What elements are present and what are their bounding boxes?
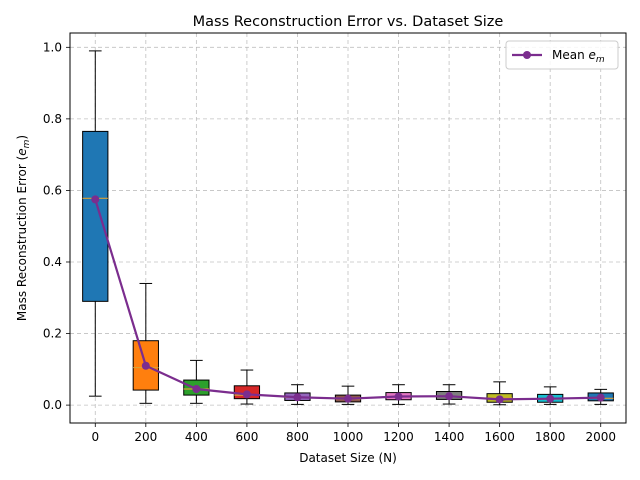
mean-point — [141, 361, 150, 370]
mean-point — [344, 394, 352, 403]
legend-marker — [523, 51, 531, 59]
y-tick-label: 1.0 — [43, 40, 62, 54]
legend: Mean em — [505, 40, 619, 70]
x-tick-label: 2000 — [585, 430, 616, 444]
x-tick-label: 1000 — [333, 430, 364, 444]
x-tick-label: 1800 — [535, 430, 566, 444]
mean-point — [293, 393, 302, 402]
y-axis-label: Mass Reconstruction Error (em) — [15, 135, 32, 321]
x-axis-label: Dataset Size (N) — [299, 451, 397, 465]
x-tick-label: 200 — [134, 430, 157, 444]
x-tick-label: 0 — [91, 430, 99, 444]
x-ticks: 0 200 400 600 800 1000 1200 1400 1600 1800 2000 — [91, 423, 616, 444]
mean-point — [546, 394, 555, 403]
box-plot — [183, 359, 210, 404]
y-tick-label: 0.4 — [43, 255, 62, 269]
box-body — [82, 130, 109, 302]
chart-title: Mass Reconstruction Error vs. Dataset Si… — [193, 14, 504, 30]
box-plot — [82, 50, 109, 397]
x-tick-label: 1200 — [383, 430, 414, 444]
y-tick-label: 0.8 — [43, 112, 62, 126]
legend-box — [505, 40, 619, 70]
x-tick-label: 1400 — [434, 430, 465, 444]
mean-point — [394, 392, 403, 401]
y-tick-label: 0.0 — [43, 398, 62, 412]
box-plot — [132, 282, 159, 404]
legend-label: Mean em — [552, 48, 605, 65]
x-tick-label: 800 — [286, 430, 309, 444]
y-ticks: 0.0 0.2 0.4 0.6 0.8 1.0 — [43, 40, 70, 412]
x-tick-label: 1600 — [484, 430, 515, 444]
y-tick-label: 0.6 — [43, 183, 62, 197]
mean-line-group — [91, 195, 605, 404]
mean-point — [91, 195, 100, 204]
x-tick-label: 400 — [185, 430, 208, 444]
mean-point — [596, 393, 605, 402]
mean-point — [192, 385, 201, 394]
box-plot — [233, 369, 261, 405]
mean-point — [445, 392, 454, 401]
x-tick-label: 600 — [235, 430, 258, 444]
mean-point — [495, 395, 504, 404]
mean-point — [242, 390, 251, 399]
y-tick-label: 0.2 — [43, 327, 62, 341]
